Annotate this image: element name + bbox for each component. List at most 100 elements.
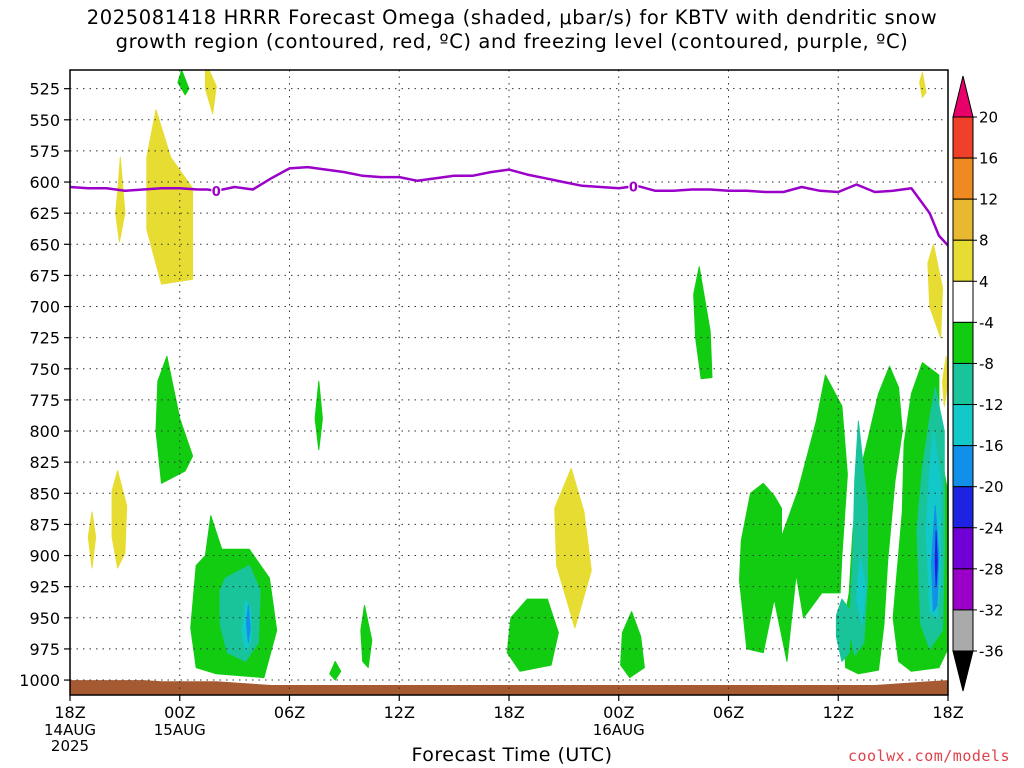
omega-region-30 [934, 530, 938, 588]
y-tick-label: 750 [29, 360, 60, 379]
x-date-label: 16AUG [593, 721, 645, 739]
chart-title-line-2: growth region (contoured, red, ºC) and f… [115, 30, 909, 53]
colorbar-band [952, 609, 974, 652]
y-tick-label: 1000 [19, 671, 60, 690]
y-tick-label: 900 [29, 547, 60, 566]
colorbar: -36 -32 -28 -24 -20 -16 -12 -8 -4 4 8 12 16 20 [952, 75, 1004, 692]
y-tick-label: 525 [29, 80, 60, 99]
colorbar-label: -32 [979, 601, 1004, 619]
colorbar-label: -12 [979, 396, 1004, 414]
colorbar-band [952, 239, 974, 282]
omega-region-16 [620, 611, 645, 679]
omega-region-6 [927, 243, 943, 339]
omega-region-0 [115, 156, 126, 243]
omega-region-10 [155, 355, 194, 484]
colorbar-band [952, 568, 974, 611]
y-tick-label: 800 [29, 422, 60, 441]
y-tick-label: 600 [29, 173, 60, 192]
x-tick-label: 12Z [384, 703, 415, 722]
x-tick-label: 06Z [274, 703, 305, 722]
colorbar-band [952, 527, 974, 570]
omega-region-7 [942, 355, 948, 407]
contour-label-bg [628, 178, 639, 194]
x-tick-label: 18Z [493, 703, 524, 722]
y-tick-label: 975 [29, 640, 60, 659]
y-tick-label: 950 [29, 609, 60, 628]
x-date-label: 15AUG [154, 721, 206, 739]
omega-region-28 [246, 604, 251, 644]
x-tick-label: 18Z [932, 703, 963, 722]
omega-region-4 [87, 511, 97, 569]
colorbar-band [952, 280, 974, 323]
colorbar-label: -8 [979, 355, 994, 373]
chart-title: 2025081418 HRRR Forecast Omega (shaded, … [0, 6, 1024, 54]
omega-region-26 [856, 555, 867, 625]
y-tick-label: 775 [29, 391, 60, 410]
colorbar-band [952, 116, 974, 159]
omega-region-18 [739, 374, 848, 662]
contour-label-bg [211, 182, 222, 198]
colorbar-label: 20 [979, 109, 998, 127]
y-tick-label: 675 [29, 266, 60, 285]
x-date-label: 2025 [51, 737, 89, 755]
omega-shading [87, 70, 948, 681]
colorbar-label: 8 [979, 232, 989, 250]
y-tick-label: 825 [29, 453, 60, 472]
x-tick-label: 00Z [603, 703, 634, 722]
omega-region-2 [204, 70, 217, 115]
colorbar-band [952, 362, 974, 406]
y-tick-label: 850 [29, 484, 60, 503]
colorbar-label: -20 [979, 478, 1004, 496]
colorbar-band [952, 321, 974, 364]
omega-region-1 [146, 109, 194, 285]
y-tick-label: 925 [29, 578, 60, 597]
colorbar-label: -28 [979, 560, 1004, 578]
y-tick-label: 575 [29, 142, 60, 161]
omega-region-9 [177, 70, 190, 96]
freezing-level-label: 0 [212, 185, 221, 200]
colorbar-label: 4 [979, 273, 989, 291]
y-tick-label: 725 [29, 329, 60, 348]
omega-region-8 [919, 72, 927, 98]
colorbar-label: -24 [979, 519, 1004, 537]
x-tick-label: 18Z [54, 703, 85, 722]
x-tick-label: 06Z [713, 703, 744, 722]
y-tick-label: 700 [29, 298, 60, 317]
omega-region-11 [314, 380, 323, 451]
colorbar-band [952, 198, 974, 241]
y-tick-label: 875 [29, 515, 60, 534]
colorbar-top-arrow [952, 75, 974, 118]
x-tick-label: 00Z [164, 703, 195, 722]
chart-title-line-1: 2025081418 HRRR Forecast Omega (shaded, … [86, 6, 938, 29]
omega-region-13 [329, 660, 342, 681]
colorbar-band [952, 445, 974, 488]
x-axis-label: Forecast Time (UTC) [411, 744, 613, 766]
omega-region-17 [693, 266, 713, 380]
colorbar-label: 12 [979, 191, 998, 209]
site-credit[interactable]: coolwx.com/models [847, 747, 1010, 765]
omega-region-14 [360, 604, 373, 669]
x-tick-label: 12Z [823, 703, 854, 722]
colorbar-band [952, 404, 974, 447]
freezing-level-label: 0 [629, 180, 638, 195]
omega-region-5 [554, 467, 592, 629]
y-tick-label: 650 [29, 235, 60, 254]
x-date-label: 14AUG [44, 721, 96, 739]
colorbar-band [952, 486, 974, 529]
colorbar-bottom-arrow [952, 650, 974, 692]
y-tick-label: 550 [29, 111, 60, 130]
colorbar-label: -36 [979, 643, 1004, 661]
colorbar-label: -16 [979, 437, 1004, 455]
omega-region-15 [506, 598, 559, 672]
y-tick-label: 625 [29, 204, 60, 223]
colorbar-label: -4 [979, 314, 994, 332]
omega-region-3 [111, 470, 128, 569]
omega-region-21 [219, 565, 261, 662]
colorbar-label: 16 [979, 150, 998, 168]
grid [70, 70, 948, 695]
y-axis: 525 550 575 600 625 650 675 700 725 750 775 800 825 8… [19, 80, 70, 690]
colorbar-band [952, 157, 974, 200]
